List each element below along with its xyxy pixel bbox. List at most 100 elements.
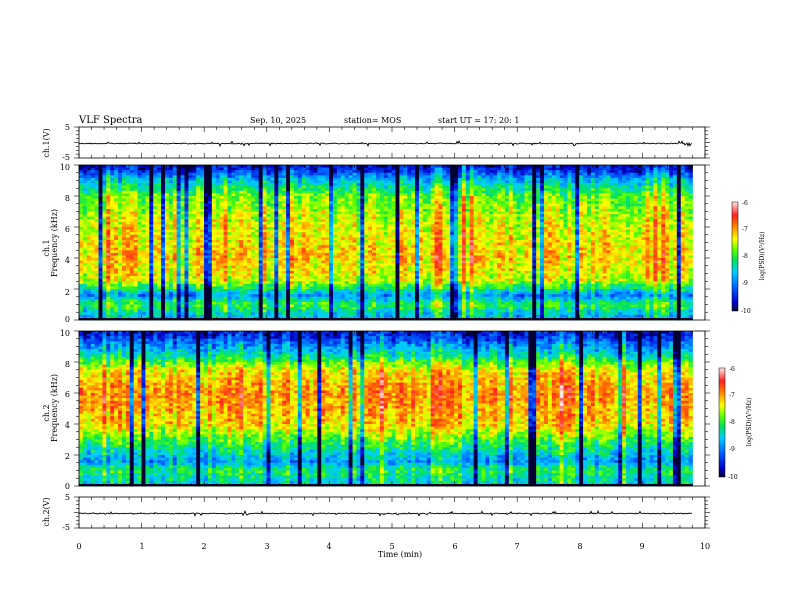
spectrogram-cell [274, 214, 279, 218]
spectrogram-cell [297, 250, 303, 254]
spectrogram-cell [153, 309, 158, 313]
spectrogram-cell [297, 203, 303, 207]
spectrogram-cell [372, 219, 377, 223]
spectrogram-cell [356, 260, 361, 264]
spectrogram-cell [266, 265, 271, 269]
spectrogram-cell [262, 242, 267, 246]
spectrogram-cell [391, 301, 396, 305]
spectrogram-cell [192, 234, 197, 238]
spectrogram-cell [137, 232, 142, 236]
spectrogram-cell [309, 276, 314, 280]
spectrogram-cell [286, 281, 291, 285]
spectrogram-cell [129, 229, 135, 233]
spectrogram-cell [223, 237, 228, 241]
spectrogram-cell [348, 281, 353, 285]
spectrogram-cell [188, 239, 193, 243]
spectrogram-cell [161, 265, 166, 269]
spectrogram-cell [153, 196, 158, 199]
spectrogram-cell [215, 245, 221, 249]
spectrogram-cell [332, 270, 338, 274]
spectrogram-cell [278, 255, 283, 259]
spectrogram-cell [223, 258, 228, 261]
spectrogram-cell [227, 219, 232, 223]
spectrogram-cell [301, 229, 307, 233]
spectrogram-cell [94, 273, 99, 277]
spectrogram-cell [239, 216, 244, 220]
spectrogram-cell [286, 307, 291, 311]
spectrogram-cell [176, 193, 181, 197]
spectrogram-cell [161, 175, 166, 179]
spectrogram-cell [110, 188, 115, 192]
spectrogram-cell [243, 301, 248, 305]
spectrogram-cell [161, 260, 166, 264]
spectrogram-cell [90, 294, 96, 298]
spectrogram-cell [356, 250, 361, 254]
spectrogram-cell [227, 301, 232, 305]
spectrogram-cell [286, 183, 291, 187]
spectrogram-cell [379, 281, 385, 285]
spectrogram-cell [204, 214, 209, 218]
spectrogram-cell [278, 304, 283, 308]
spectrogram-cell [125, 260, 131, 264]
spectrogram-cell [297, 224, 303, 228]
spectrogram-cell [258, 203, 264, 207]
spectrogram-cell [133, 188, 139, 192]
spectrogram-cell [94, 206, 99, 210]
spectrogram-cell [387, 307, 392, 311]
spectrogram-cell [325, 229, 330, 233]
spectrogram-cell [332, 265, 338, 269]
spectrogram-cell [364, 247, 369, 251]
spectrogram-cell [231, 196, 236, 199]
spectrogram-cell [215, 170, 221, 174]
spectrogram-cell [133, 294, 139, 298]
spectrogram-cell [266, 312, 271, 316]
spectrogram-cell [325, 198, 330, 202]
spectrogram-cell [297, 296, 303, 300]
spectrogram-cell [192, 167, 197, 171]
spectrogram-cell [223, 196, 228, 199]
spectrogram-cell [266, 183, 271, 187]
spectrogram-cell [94, 198, 99, 202]
spectrogram-cell [282, 291, 287, 295]
spectrogram-cell [391, 188, 396, 192]
spectrogram-cell [176, 224, 181, 228]
spectrogram-cell [227, 237, 232, 241]
spectrogram-cell [125, 208, 131, 212]
spectrogram-cell [129, 214, 135, 218]
spectrogram-cell [266, 260, 271, 264]
spectrogram-cell [79, 250, 84, 254]
spectrogram-cell [180, 175, 185, 179]
spectrogram-cell [164, 296, 170, 300]
spectrogram-cell [262, 221, 267, 225]
spectrogram-cell [293, 201, 299, 205]
spectrogram-cell [372, 291, 377, 295]
spectrogram-cell [286, 185, 291, 189]
spectrogram-cell [79, 247, 84, 251]
spectrogram-cell [82, 203, 88, 207]
spectrogram-cell [313, 247, 318, 251]
spectrogram-cell [110, 234, 115, 238]
spectrogram-cell [145, 183, 150, 187]
spectrogram-cell [348, 180, 353, 184]
spectrogram-cell [90, 232, 96, 236]
spectrogram-cell [344, 265, 350, 269]
spectrogram-cell [321, 203, 326, 207]
spectrogram-cell [114, 289, 119, 292]
spectrogram-cell [110, 314, 115, 318]
spectrogram-cell [153, 281, 158, 285]
spectrogram-cell [270, 250, 275, 254]
spectrogram-cell [375, 172, 381, 176]
spectrogram-cell [106, 198, 111, 202]
spectrogram-cell [98, 201, 103, 205]
spectrogram-cell [352, 263, 357, 267]
spectrogram-cell [118, 296, 123, 300]
spectrogram-cell [348, 252, 353, 256]
spectrogram-cell [329, 276, 334, 280]
spectrogram-cell [125, 180, 131, 184]
spectrogram-cell [243, 234, 248, 238]
spectrogram-cell [379, 299, 385, 303]
spectrogram-cell [196, 214, 201, 218]
spectrogram-cell [348, 268, 353, 272]
spectrogram-cell [184, 276, 189, 280]
spectrogram-cell [79, 237, 84, 241]
